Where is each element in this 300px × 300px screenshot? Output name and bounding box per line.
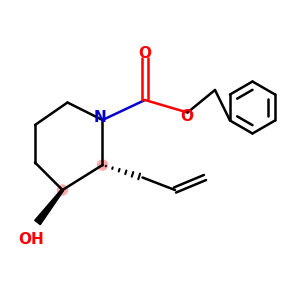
Text: O: O xyxy=(139,46,152,62)
Text: OH: OH xyxy=(19,232,44,247)
Text: N: N xyxy=(94,110,106,125)
Circle shape xyxy=(58,185,68,195)
Circle shape xyxy=(98,160,107,170)
Polygon shape xyxy=(35,189,64,225)
Text: O: O xyxy=(180,109,193,124)
